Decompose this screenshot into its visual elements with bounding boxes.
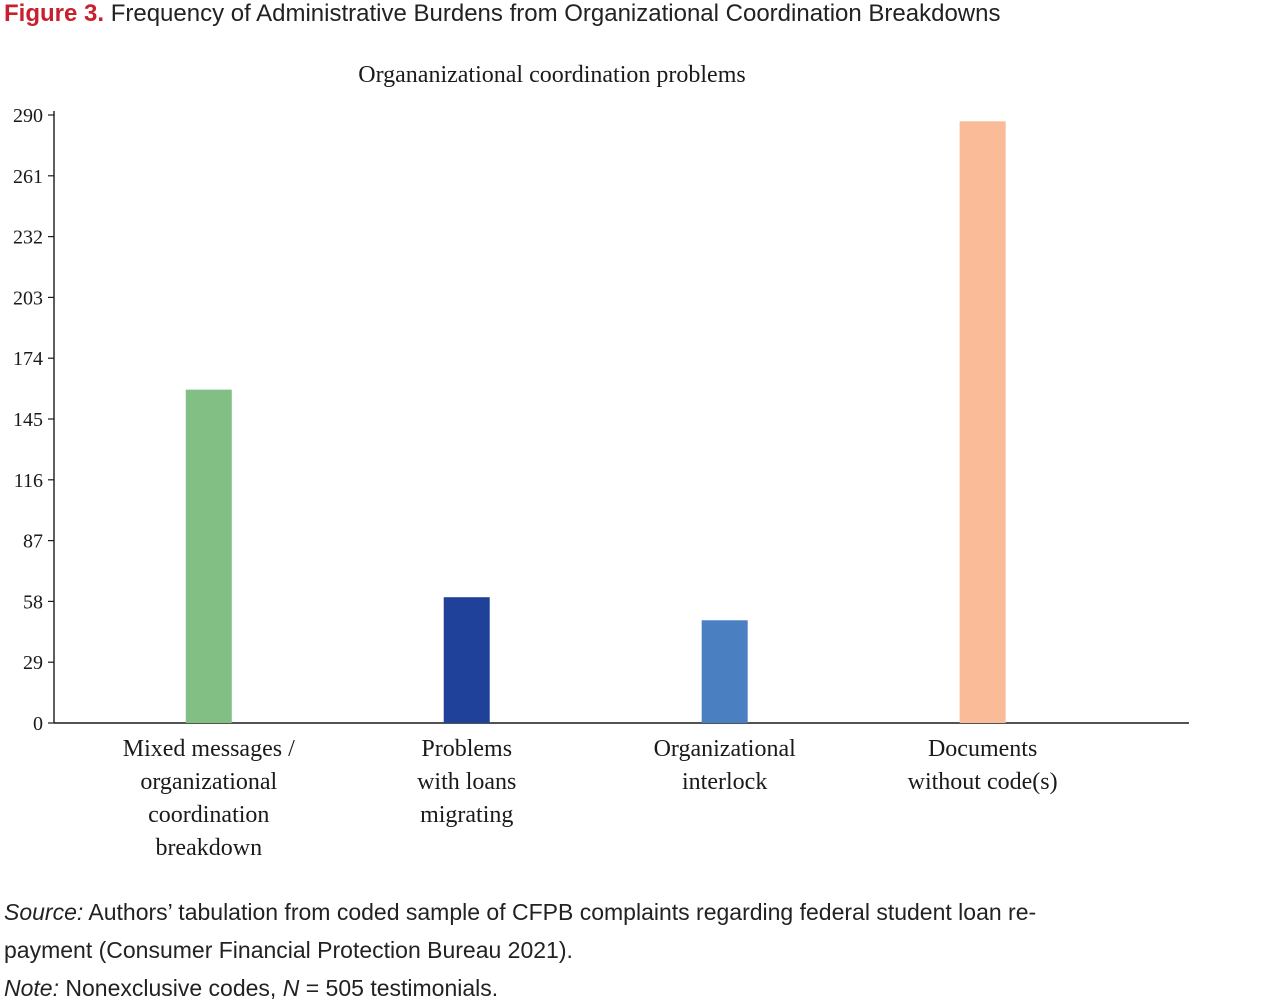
x-tick-label-line: breakdown	[155, 835, 262, 861]
source-note: Source: Authors’ tabulation from coded s…	[4, 893, 1036, 1007]
figure-title-text: Frequency of Administrative Burdens from…	[110, 0, 1001, 27]
x-tick-label-line: Documents	[928, 736, 1037, 762]
y-tick-label: 87	[23, 531, 43, 553]
x-tick-label-line: organizational	[140, 769, 277, 795]
x-tick-label-line: with loans	[417, 769, 516, 795]
note-text-2: = 505 testimonials.	[299, 975, 499, 1001]
y-tick-label: 145	[13, 409, 43, 431]
note-n-symbol: N	[282, 975, 300, 1001]
chart-title: Organanizational coordination problems	[358, 62, 745, 88]
source-label: Source:	[4, 899, 84, 925]
y-tick-label: 0	[33, 713, 43, 735]
figure-title: Figure 3. Frequency of Administrative Bu…	[4, 0, 1000, 28]
x-tick-label-line: Organizational	[654, 736, 797, 762]
source-text-line1: Authors’ tabulation from coded sample of…	[83, 899, 1037, 925]
x-tick-label: Organizational interlock	[654, 736, 797, 795]
y-tick-label: 232	[13, 227, 43, 249]
x-tick-label-line: migrating	[420, 802, 513, 828]
x-tick-label-line: Mixed messages /	[123, 736, 295, 762]
y-tick-label: 116	[14, 470, 43, 492]
source-text-line2: payment (Consumer Financial Protection B…	[4, 937, 573, 963]
y-tick-label: 174	[13, 348, 43, 370]
x-tick-label-line: Problems	[421, 736, 512, 762]
bar	[443, 597, 490, 723]
y-tick-label: 29	[23, 652, 43, 674]
bars	[185, 121, 1006, 723]
note-label: Note:	[4, 975, 59, 1001]
x-tick-label-line: coordination	[148, 802, 269, 828]
bar	[185, 389, 232, 723]
x-tick-label: Documents without code(s)	[908, 736, 1058, 795]
x-axis-labels: Mixed messages / organizational coordinati…	[123, 736, 1058, 861]
y-tick-label: 58	[23, 591, 43, 613]
x-tick-label-line: interlock	[682, 769, 767, 795]
y-axis-ticks: 0 29 58 87 116 145 174 203 232 261 290	[13, 105, 54, 735]
bar	[701, 620, 748, 723]
note-text-1: Nonexclusive codes,	[58, 975, 283, 1001]
y-tick-label: 261	[13, 166, 43, 188]
bar-chart: Organanizational coordination problems 0…	[13, 62, 1189, 861]
y-tick-label: 203	[13, 287, 43, 309]
figure-label: Figure 3.	[4, 0, 105, 27]
x-tick-label: Mixed messages / organizational coordinati…	[123, 736, 295, 861]
y-tick-label: 290	[13, 105, 43, 127]
bar	[959, 121, 1006, 723]
x-tick-label-line: without code(s)	[908, 769, 1058, 795]
x-tick-label: Problems with loans migrating	[417, 736, 516, 828]
